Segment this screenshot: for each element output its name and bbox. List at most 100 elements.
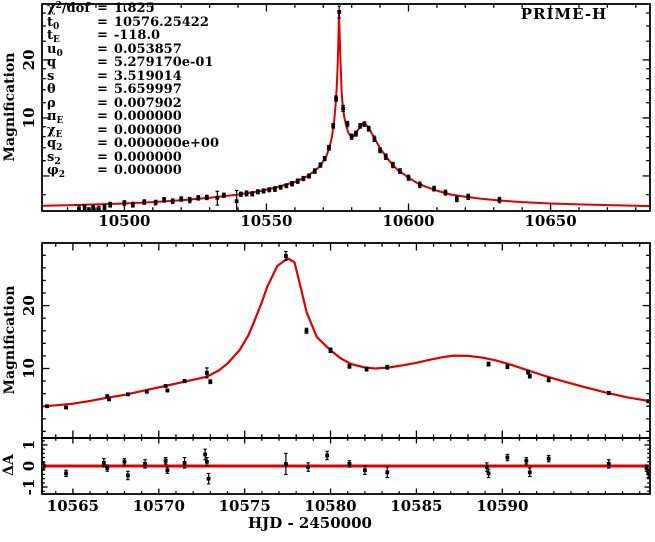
data-point: [432, 186, 436, 191]
data-point: [91, 205, 96, 210]
data-point: [406, 175, 411, 180]
data-point: [307, 174, 311, 178]
data-point: [345, 122, 350, 126]
data-point: [221, 193, 226, 198]
param-line: tE = -118.0: [47, 28, 219, 45]
data-point: [163, 458, 168, 463]
param-symbol-base: χ: [47, 122, 56, 138]
data-point: [398, 169, 402, 173]
param-symbol-base: t: [47, 14, 54, 30]
param-symbol-sub: 2: [54, 156, 61, 167]
data-point: [122, 459, 127, 464]
y-tick-label: 20: [20, 49, 38, 70]
equals-sign: =: [97, 28, 108, 43]
data-point: [170, 199, 175, 204]
param-symbol-base: t: [47, 28, 54, 43]
data-point: [505, 455, 510, 460]
equals-sign: =: [97, 149, 108, 165]
y-tick-label: 10: [20, 107, 38, 128]
param-symbol: φ2: [47, 164, 97, 180]
data-point: [196, 195, 201, 200]
data-point: [526, 370, 530, 375]
y-tick-label: 1: [20, 440, 38, 450]
data-point: [349, 134, 354, 139]
data-point: [466, 194, 471, 199]
data-point: [646, 471, 649, 476]
param-symbol: θ: [47, 83, 97, 97]
x-tick-label: 10585: [390, 497, 442, 515]
data-point: [454, 197, 459, 201]
axis-ticks: [42, 438, 650, 494]
param-symbol-sub: E: [53, 35, 60, 45]
model-curve: [43, 257, 649, 408]
param-line: s2 = 0.000000: [47, 149, 219, 167]
data-point: [204, 370, 209, 375]
param-symbol-base: χ: [47, 1, 56, 16]
data-point: [443, 190, 448, 195]
equals-sign: =: [97, 55, 108, 70]
data-point: [273, 187, 277, 191]
data-point: [334, 96, 338, 101]
param-line: χ2/dof = 1.825: [47, 2, 219, 16]
data-point: [524, 458, 529, 463]
param-line: χE = 0.000000: [47, 122, 219, 140]
data-point: [505, 364, 510, 369]
data-point: [312, 169, 317, 173]
x-tick-label: 10570: [133, 497, 185, 515]
x-tick-label: 10500: [98, 212, 150, 230]
param-value: 5.659997: [113, 82, 182, 97]
param-symbol: χ2/dof: [47, 2, 97, 16]
param-symbol-base: ρ: [47, 95, 56, 111]
data-point: [328, 348, 333, 353]
data-point: [45, 404, 50, 409]
x-tick-label: 10590: [476, 497, 528, 515]
param-symbol: πE: [47, 110, 97, 126]
data-point: [107, 397, 111, 402]
y-axis-title-top-panel: Magnification: [2, 52, 18, 162]
equals-sign: =: [97, 82, 108, 97]
param-symbol-sub: E: [55, 129, 63, 140]
data-point: [364, 367, 369, 372]
param-line: t0 = 10576.25422: [47, 14, 219, 31]
param-value: 0.000000e+00: [113, 136, 220, 151]
param-symbol-sub: 2: [56, 143, 63, 153]
param-symbol-base: s: [47, 68, 55, 84]
data-point: [362, 122, 367, 126]
data-point: [131, 202, 135, 207]
data-point: [163, 384, 168, 389]
data-point: [497, 198, 502, 202]
data-point: [606, 461, 611, 466]
data-point: [82, 205, 87, 209]
equals-sign: =: [97, 163, 108, 178]
param-value: 5.279170e-01: [113, 55, 214, 70]
data-point: [105, 394, 110, 399]
data-point: [283, 461, 288, 466]
param-line: ρ = 0.007902: [47, 95, 219, 111]
equals-sign: =: [97, 109, 108, 124]
data-point: [646, 399, 649, 404]
param-symbol: tE: [47, 28, 97, 45]
data-point: [527, 470, 532, 475]
x-tick-label: 10575: [219, 497, 271, 515]
data-point: [283, 253, 288, 258]
param-value: 0.053857: [113, 41, 182, 57]
equals-sign: =: [97, 68, 108, 84]
param-value: 0.000000: [113, 149, 182, 165]
param-line: q = 5.279170e-01: [47, 56, 219, 70]
data-point: [337, 9, 342, 14]
data-point: [182, 379, 187, 383]
data-point: [385, 365, 390, 370]
data-point: [64, 471, 68, 476]
data-point: [144, 389, 149, 394]
x-tick-label: 10650: [525, 212, 577, 230]
data-point: [261, 189, 266, 193]
data-point: [486, 362, 491, 366]
param-symbol-base: q: [47, 136, 57, 151]
data-point: [267, 187, 272, 192]
data-point: [325, 453, 330, 458]
param-value: 0.000000: [113, 109, 182, 124]
data-point: [105, 466, 110, 471]
param-value: 0.000000: [113, 163, 182, 178]
